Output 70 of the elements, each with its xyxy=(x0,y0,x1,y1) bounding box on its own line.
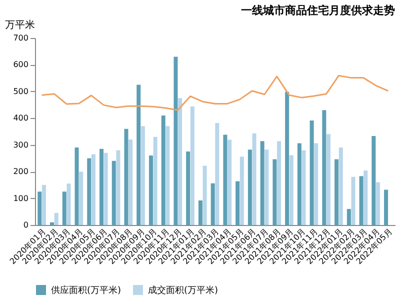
bar xyxy=(202,166,207,225)
bar xyxy=(272,159,277,225)
bar xyxy=(210,183,215,225)
y-tick-label: 700 xyxy=(13,34,28,42)
bar xyxy=(50,222,54,225)
bar xyxy=(334,159,339,225)
bar xyxy=(99,148,104,225)
bar xyxy=(124,128,128,225)
bar xyxy=(285,92,290,225)
legend-label: 成交面积(万平米) xyxy=(148,285,218,296)
bar xyxy=(87,158,92,225)
bar xyxy=(289,155,294,225)
y-tick-label: 0 xyxy=(23,220,28,230)
bar xyxy=(166,126,170,225)
bar xyxy=(376,182,380,225)
bar xyxy=(136,84,141,225)
bar xyxy=(42,184,46,225)
bar xyxy=(240,156,244,225)
bar xyxy=(310,120,314,225)
bar xyxy=(79,172,84,225)
bar xyxy=(174,56,178,225)
line-series xyxy=(41,74,389,111)
bar xyxy=(338,148,343,225)
bar xyxy=(248,150,252,225)
bar xyxy=(260,141,264,225)
bar xyxy=(264,150,269,225)
bar xyxy=(153,136,158,225)
bar xyxy=(66,184,71,225)
bar xyxy=(223,134,228,225)
y-tick-label: 200 xyxy=(13,167,28,176)
bar xyxy=(112,160,116,225)
bar xyxy=(128,140,133,225)
bar xyxy=(359,176,364,225)
bar xyxy=(302,150,306,225)
legend-label: 供应面积(万平米) xyxy=(51,285,122,296)
bar xyxy=(322,110,326,225)
bar xyxy=(198,200,202,225)
bar xyxy=(116,150,120,225)
bar xyxy=(190,106,194,225)
bar xyxy=(364,170,368,225)
y-tick-label: 300 xyxy=(13,140,28,150)
bar xyxy=(236,181,240,225)
bar xyxy=(186,152,190,225)
bar xyxy=(372,136,376,225)
bar xyxy=(178,98,182,225)
bar xyxy=(140,126,145,225)
y-tick-label: 600 xyxy=(13,60,28,70)
bar xyxy=(104,152,108,225)
y-tick-label: 500 xyxy=(13,86,28,96)
y-tick-label: 400 xyxy=(13,114,28,123)
bar xyxy=(277,141,282,225)
bar xyxy=(252,133,256,225)
bar xyxy=(326,134,331,225)
y-tick-label: 100 xyxy=(13,194,28,203)
bar xyxy=(314,143,318,225)
bar xyxy=(148,156,153,225)
bar xyxy=(297,143,302,225)
bar xyxy=(62,192,66,225)
bar xyxy=(91,154,96,225)
y-axis-title: 万平米 xyxy=(5,19,35,31)
bar xyxy=(215,122,220,225)
bar xyxy=(161,115,166,225)
bar xyxy=(54,212,58,225)
bar xyxy=(228,140,232,225)
bar xyxy=(351,176,356,225)
bar xyxy=(346,208,351,225)
bar xyxy=(38,192,42,225)
chart-title: 一线城市商品住宅月度供求走势 xyxy=(241,4,395,17)
bar xyxy=(74,148,79,225)
bar xyxy=(384,190,388,225)
